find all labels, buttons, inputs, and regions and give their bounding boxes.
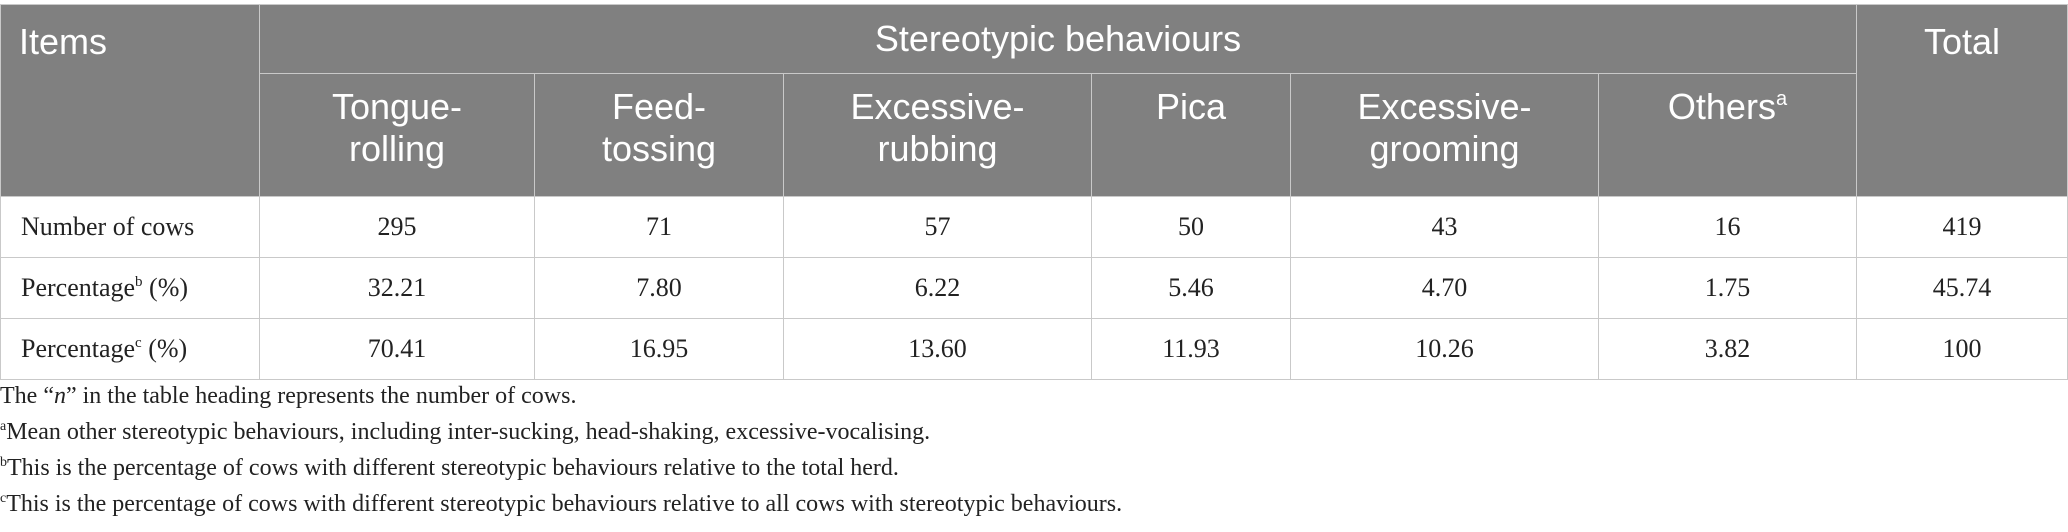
footnote-n: The “n” in the table heading represents … [0,378,1122,414]
header-line2: tossing [601,128,717,169]
footnote-a: aMean other stereotypic behaviours, incl… [0,414,1122,450]
footnote-text: The “ [0,383,54,409]
table-cell: 10.26 [1290,318,1599,380]
footnote-text: Mean other stereotypic behaviours, inclu… [6,419,931,445]
footnote-text: ” in the table heading represents the nu… [65,383,577,409]
header-pica: Pica [1091,73,1291,197]
header-line2: rubbing [877,128,998,169]
header-group-stereotypic: Stereotypic behaviours [259,4,1857,74]
footnote-marker: b [135,274,143,290]
table-cell: 16 [1598,196,1857,258]
footnote-text: This is the percentage of cows with diff… [6,491,1123,517]
row-label: Percentageb (%) [0,257,260,319]
table-cell: 11.93 [1091,318,1291,380]
header-line1: Pica [1155,86,1227,127]
table-cell: 70.41 [259,318,535,380]
table-cell: 13.60 [783,318,1092,380]
table-cell-total: 45.74 [1856,257,2068,319]
header-line1: Tongue- [331,86,463,127]
header-line2: grooming [1369,128,1520,169]
footnote-marker: a [1775,88,1788,110]
header-row-top: Items Stereotypic behaviours Total [0,4,2068,197]
footnote-text: This is the percentage of cows with diff… [7,455,899,481]
row-label: Percentagec (%) [0,318,260,380]
table-cell: 1.75 [1598,257,1857,319]
table-row-percentage-herd: Percentageb (%) 32.21 7.80 6.22 5.46 4.7… [0,257,2068,319]
footnote-marker: c [135,335,142,351]
footnote-marker: c [0,491,7,506]
stereotypic-behaviours-table: Items Stereotypic behaviours Total Tongu… [0,4,2068,380]
table-cell: 4.70 [1290,257,1599,319]
table-cell: 32.21 [259,257,535,319]
header-line1: Feed- [611,86,707,127]
table-cell: 5.46 [1091,257,1291,319]
table-cell-total: 419 [1856,196,2068,258]
header-row-sub: Tongue-rolling Feed-tossing Excessive-ru… [1,73,2068,197]
row-label-text: Percentage [21,334,136,363]
header-line1: Others [1667,86,1776,127]
header-feed-tossing: Feed-tossing [534,73,784,197]
header-excessive-rubbing: Excessive-rubbing [783,73,1092,197]
row-label-unit: (%) [142,273,189,302]
header-line1: Excessive- [1357,86,1532,127]
footnote-italic-n: n [53,383,66,409]
row-label: Number of cows [0,196,260,258]
table-cell: 295 [259,196,535,258]
table-cell: 57 [783,196,1092,258]
table-cell: 7.80 [534,257,784,319]
footnote-c: cThis is the percentage of cows with dif… [0,486,1122,522]
header-excessive-grooming: Excessive-grooming [1290,73,1599,197]
header-total: Total [1856,4,2068,197]
header-line2: rolling [348,128,446,169]
row-label-text: Number of cows [21,212,195,241]
table-cell: 3.82 [1598,318,1857,380]
table-cell: 6.22 [783,257,1092,319]
row-label-unit: (%) [141,334,188,363]
row-label-text: Percentage [21,273,136,302]
footnote-marker: a [0,419,7,434]
header-line1: Excessive- [850,86,1025,127]
table-footnotes: The “n” in the table heading represents … [0,378,1122,522]
table-cell: 16.95 [534,318,784,380]
header-tongue-rolling: Tongue-rolling [259,73,535,197]
table-cell: 50 [1091,196,1291,258]
table-cell: 71 [534,196,784,258]
header-others: Othersa [1598,73,1857,197]
table-cell: 43 [1290,196,1599,258]
footnote-b: bThis is the percentage of cows with dif… [0,450,1122,486]
table-row-number-of-cows: Number of cows 295 71 57 50 43 16 419 [0,196,2068,258]
table-cell-total: 100 [1856,318,2068,380]
table-wrapper: Items Stereotypic behaviours Total Tongu… [0,4,2068,380]
header-items: Items [0,4,260,197]
table-row-percentage-stereotypic: Percentagec (%) 70.41 16.95 13.60 11.93 … [0,318,2068,380]
footnote-marker: b [0,455,7,470]
